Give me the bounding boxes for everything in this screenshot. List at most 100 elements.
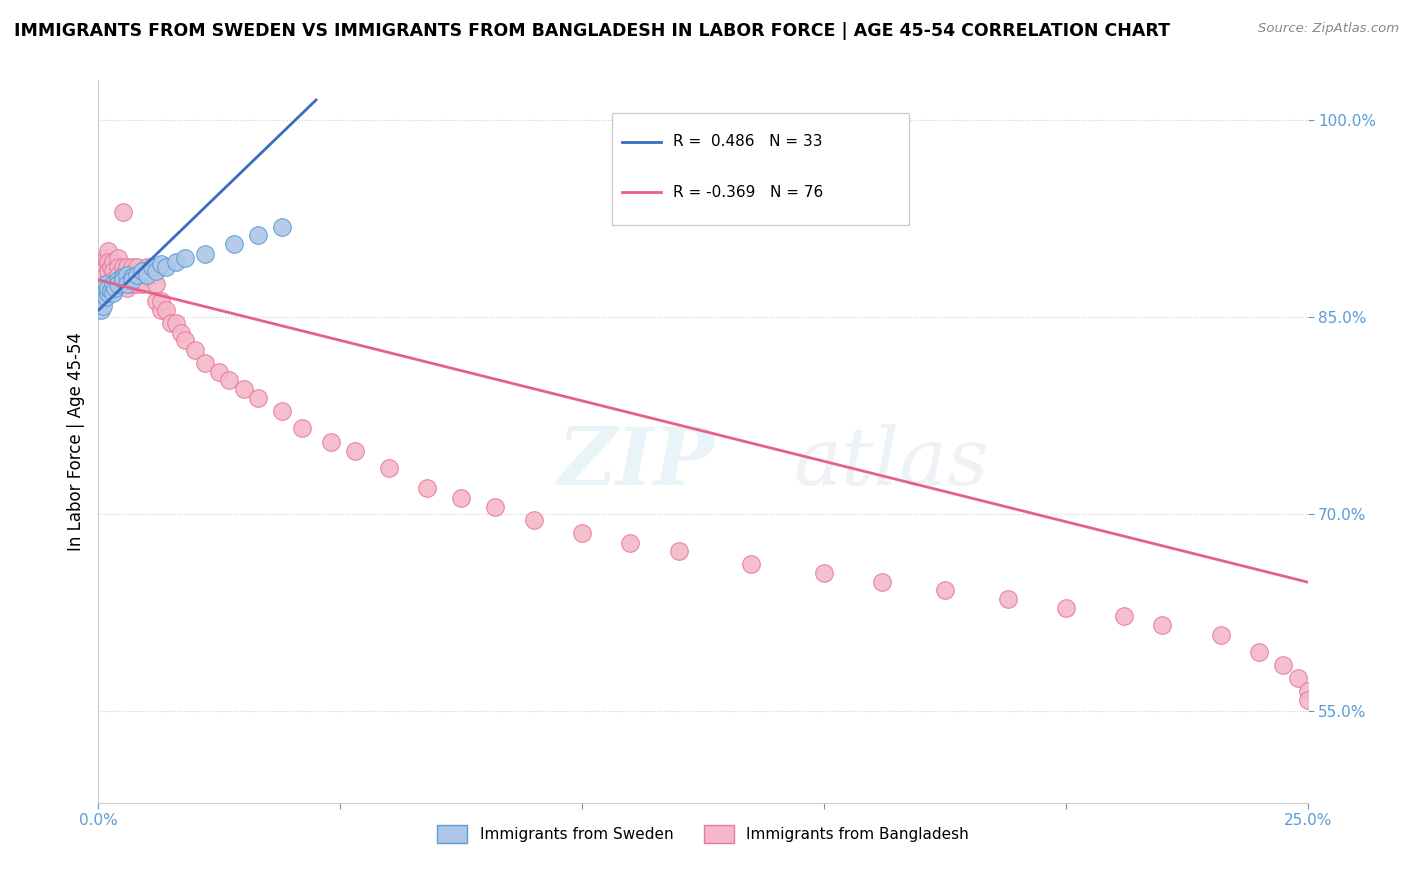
Point [1209, 627, 1232, 641]
Point [127, 260, 149, 274]
Point [131, 268, 153, 282]
Point [135, 268, 157, 282]
Point [101, 286, 124, 301]
Point [222, 237, 245, 252]
Point [94, 277, 117, 291]
Point [150, 293, 173, 308]
Point [155, 260, 177, 274]
Point [1272, 657, 1295, 672]
Point [194, 356, 217, 370]
Point [997, 592, 1019, 607]
Point [247, 228, 270, 243]
Text: R = -0.369   N = 76: R = -0.369 N = 76 [672, 185, 823, 200]
Point [1249, 645, 1271, 659]
Text: atlas: atlas [793, 425, 988, 502]
Point [232, 382, 254, 396]
Point [100, 284, 122, 298]
Point [97, 244, 120, 258]
Point [90, 270, 112, 285]
Point [100, 260, 122, 274]
Point [107, 277, 129, 291]
Point [101, 273, 124, 287]
Point [934, 582, 956, 597]
Point [1286, 671, 1309, 685]
Point [135, 268, 157, 282]
Point [121, 273, 143, 287]
Point [1296, 684, 1319, 698]
Point [91, 254, 114, 268]
Point [94, 277, 117, 291]
Point [169, 326, 191, 340]
Point [111, 204, 134, 219]
Point [813, 566, 835, 580]
Point [150, 257, 173, 271]
Point [94, 251, 117, 265]
Point [131, 277, 153, 291]
Point [127, 268, 149, 282]
Point [208, 365, 231, 379]
Point [1112, 609, 1135, 624]
Point [107, 268, 129, 282]
Point [218, 373, 240, 387]
Point [97, 264, 120, 278]
Point [117, 268, 139, 282]
Point [93, 284, 115, 298]
Point [90, 303, 112, 318]
Point [247, 391, 270, 405]
Text: ZIP: ZIP [558, 425, 714, 502]
Point [145, 264, 167, 278]
Point [184, 343, 207, 357]
Point [1296, 693, 1319, 707]
Point [377, 460, 399, 475]
Point [271, 404, 294, 418]
Point [97, 281, 120, 295]
Point [1054, 601, 1077, 615]
Point [319, 434, 342, 449]
Point [290, 421, 312, 435]
Point [93, 270, 115, 285]
Y-axis label: In Labor Force | Age 45-54: In Labor Force | Age 45-54 [66, 332, 84, 551]
Point [174, 334, 197, 348]
Point [484, 500, 506, 515]
Point [117, 260, 139, 274]
Point [111, 273, 134, 287]
Point [141, 260, 163, 274]
Point [104, 281, 127, 295]
Point [131, 264, 153, 278]
Point [101, 277, 124, 291]
Legend: Immigrants from Sweden, Immigrants from Bangladesh: Immigrants from Sweden, Immigrants from … [430, 819, 976, 849]
Point [91, 260, 114, 274]
Point [1152, 618, 1174, 632]
Point [127, 268, 149, 282]
Point [450, 491, 472, 505]
Point [343, 443, 366, 458]
Point [523, 513, 546, 527]
Point [155, 303, 177, 318]
Point [870, 575, 893, 590]
Point [416, 481, 439, 495]
Point [107, 260, 129, 274]
Point [668, 543, 690, 558]
Point [97, 254, 120, 268]
Point [121, 260, 143, 274]
Point [101, 264, 124, 278]
Point [165, 254, 187, 268]
Point [107, 251, 129, 265]
Point [107, 273, 129, 287]
Point [145, 277, 167, 291]
Point [117, 277, 139, 291]
Text: IMMIGRANTS FROM SWEDEN VS IMMIGRANTS FROM BANGLADESH IN LABOR FORCE | AGE 45-54 : IMMIGRANTS FROM SWEDEN VS IMMIGRANTS FRO… [14, 22, 1170, 40]
Point [619, 535, 641, 549]
Point [571, 526, 593, 541]
Point [141, 268, 163, 282]
Point [150, 303, 173, 318]
Text: Source: ZipAtlas.com: Source: ZipAtlas.com [1258, 22, 1399, 36]
Point [121, 277, 143, 291]
Point [165, 316, 187, 330]
Point [174, 251, 197, 265]
Text: R =  0.486   N = 33: R = 0.486 N = 33 [672, 134, 823, 149]
Point [117, 281, 139, 295]
Point [101, 254, 124, 268]
Point [121, 270, 143, 285]
Point [135, 260, 157, 274]
